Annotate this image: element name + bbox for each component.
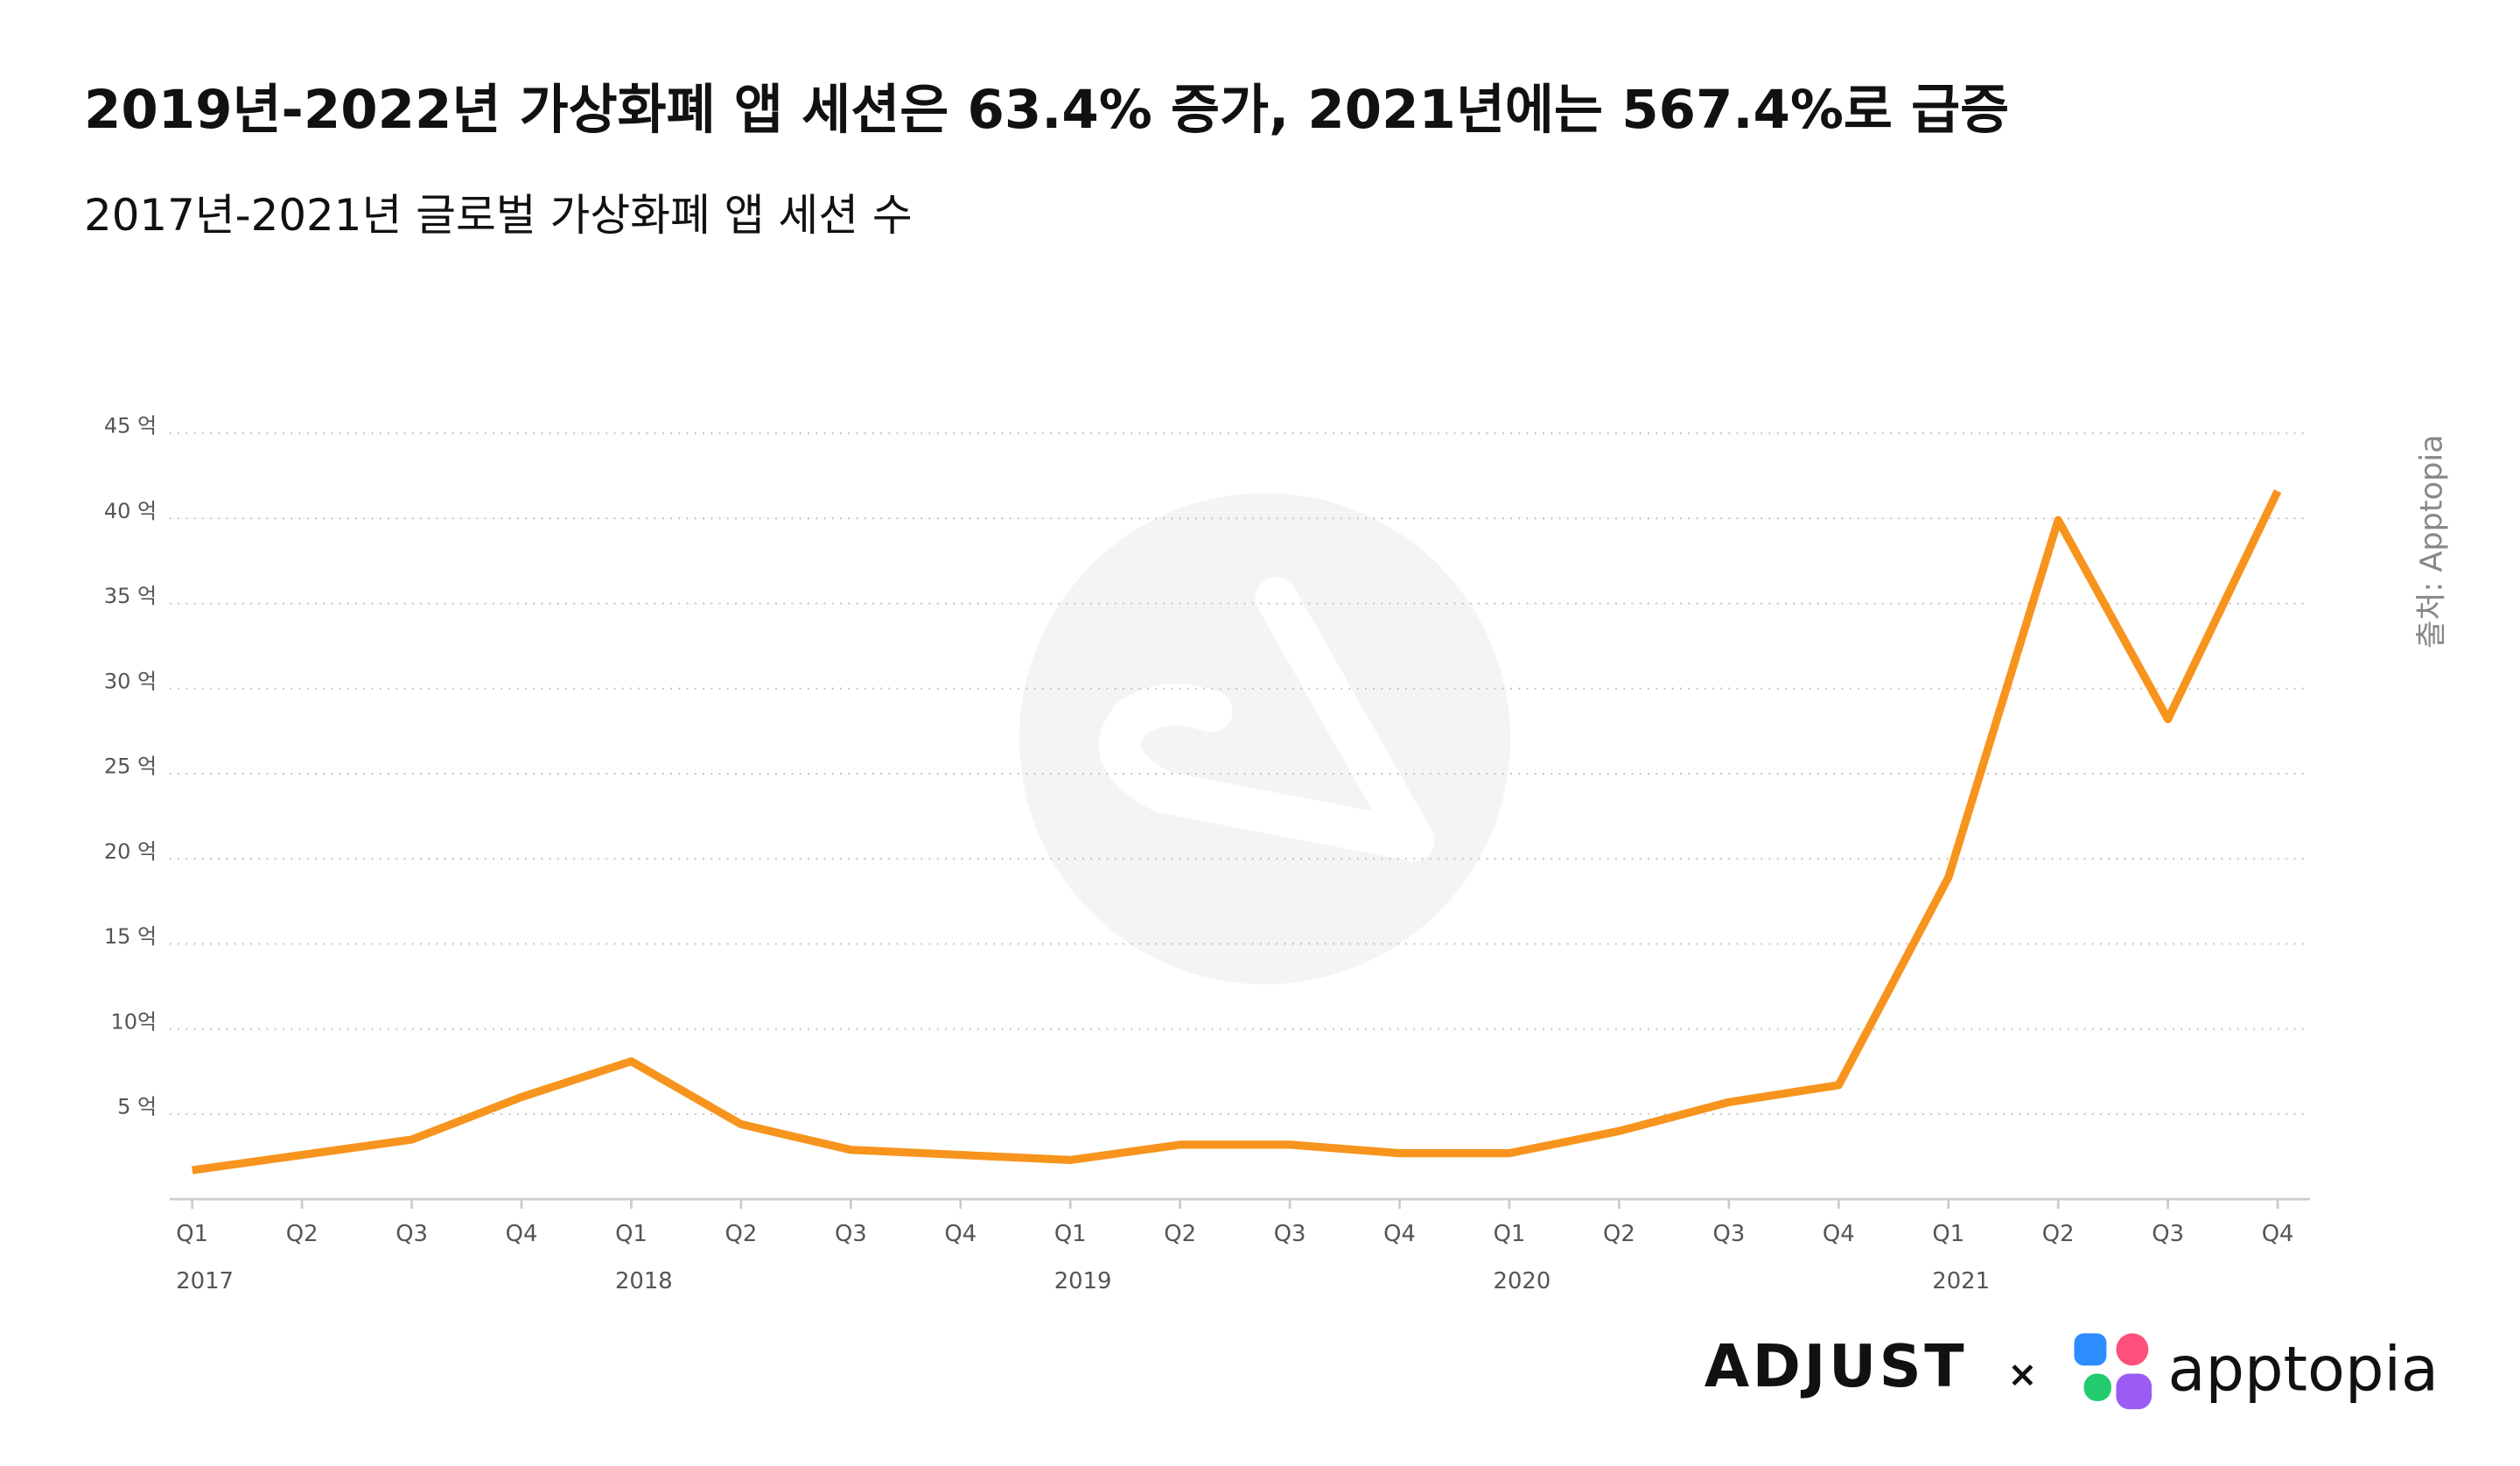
x-group-label: 2020 xyxy=(1494,1268,1551,1294)
x-tick-label: Q3 xyxy=(2152,1221,2184,1247)
y-tick-label: 45 억 xyxy=(104,414,157,438)
data-line xyxy=(192,489,2282,1175)
x-tick-label: Q1 xyxy=(1932,1221,1964,1247)
logo-separator: × xyxy=(2007,1353,2037,1395)
x-tick-label: Q3 xyxy=(396,1221,428,1247)
x-tick-label: Q1 xyxy=(615,1221,648,1247)
y-tick-label: 40 억 xyxy=(104,499,157,523)
chart-subtitle: 2017년-2021년 글로벌 가상화폐 앱 세션 수 xyxy=(84,190,913,241)
x-tick-label: Q3 xyxy=(1712,1221,1745,1247)
x-tick-label: Q4 xyxy=(1383,1221,1416,1247)
x-group-label: 2021 xyxy=(1932,1268,1990,1294)
source: 출처: Apptopia xyxy=(2413,434,2449,649)
x-tick-label: Q2 xyxy=(1164,1221,1196,1247)
y-tick-label: 15 억 xyxy=(104,924,157,949)
x-group-label: 2017 xyxy=(176,1268,234,1294)
x-tick-label: Q2 xyxy=(286,1221,318,1247)
x-group-label: 2019 xyxy=(1054,1268,1112,1294)
y-tick-label: 5 억 xyxy=(117,1095,157,1119)
x-tick-label: Q1 xyxy=(1054,1221,1087,1247)
x-tick-label: Q2 xyxy=(725,1221,758,1247)
x-tick-label: Q3 xyxy=(1274,1221,1306,1247)
chart-title: 2019년-2022년 가상화폐 앱 세션은 63.4% 증가, 2021년에는… xyxy=(84,79,2009,141)
apptopia-icon xyxy=(2074,1333,2152,1410)
x-tick-label: Q3 xyxy=(835,1221,867,1247)
x-tick-label: Q2 xyxy=(2042,1221,2075,1247)
y-tick-label: 25 억 xyxy=(104,754,157,779)
y-tick-label: 35 억 xyxy=(104,584,157,608)
y-tick-label: 30 억 xyxy=(104,669,157,693)
x-tick-label: Q2 xyxy=(1603,1221,1635,1247)
x-tick-label: Q4 xyxy=(506,1221,538,1247)
x-tick-label: Q4 xyxy=(944,1221,976,1247)
x-tick-label: Q4 xyxy=(1823,1221,1855,1247)
x-tick-label: Q1 xyxy=(1494,1221,1526,1247)
apptopia-logo: apptopia xyxy=(2168,1334,2439,1406)
y-tick-label: 10억 xyxy=(110,1009,157,1034)
watermark xyxy=(1018,493,1511,985)
x-tick-label: Q4 xyxy=(2262,1221,2294,1247)
adjust-logo: ADJUST xyxy=(1704,1332,1968,1400)
x-group-label: 2018 xyxy=(615,1268,673,1294)
y-tick-label: 20 억 xyxy=(104,839,157,864)
x-tick-label: Q1 xyxy=(176,1221,208,1247)
